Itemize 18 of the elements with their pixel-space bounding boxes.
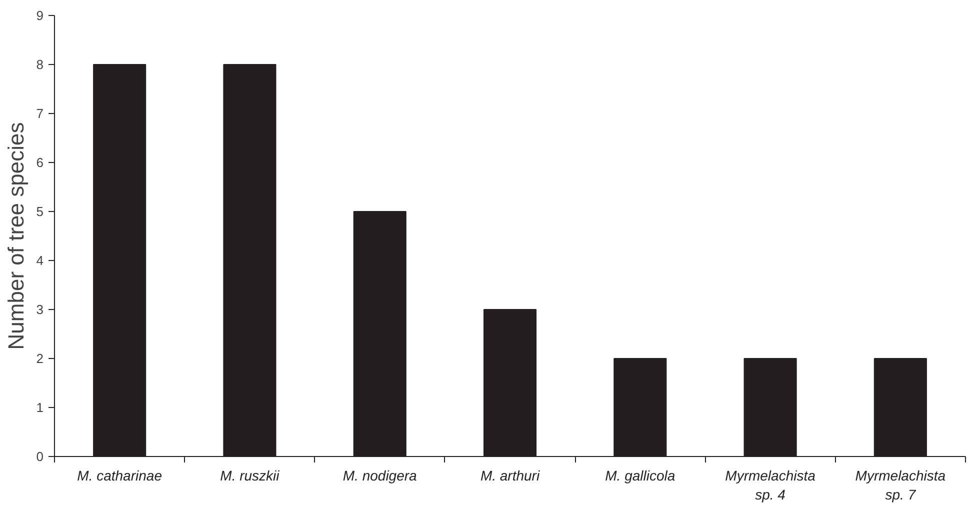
y-tick-label: 8 bbox=[36, 57, 44, 72]
x-tick-label: M. gallicola bbox=[605, 468, 676, 484]
x-tick-label: M. arthuri bbox=[480, 468, 540, 484]
x-tick-label: M. ruszkii bbox=[220, 468, 280, 484]
y-tick-label: 9 bbox=[36, 8, 44, 23]
x-tick-label: Myrmelachista sp. 7 bbox=[855, 468, 946, 503]
y-tick-label: 6 bbox=[36, 155, 44, 170]
y-tick-label: 7 bbox=[36, 106, 44, 121]
x-tick-label: M. catharinae bbox=[77, 468, 162, 484]
y-tick-label: 1 bbox=[36, 400, 44, 415]
x-tick-label: M. nodigera bbox=[342, 468, 418, 484]
y-axis-title: Number of tree species bbox=[3, 122, 28, 350]
x-tick-label: Myrmelachista sp. 4 bbox=[725, 468, 816, 503]
y-tick-label: 5 bbox=[36, 204, 44, 219]
y-tick-label: 0 bbox=[36, 449, 44, 464]
y-tick-label: 3 bbox=[36, 302, 44, 317]
y-tick-label: 2 bbox=[36, 351, 44, 366]
y-tick-label: 4 bbox=[36, 253, 44, 268]
